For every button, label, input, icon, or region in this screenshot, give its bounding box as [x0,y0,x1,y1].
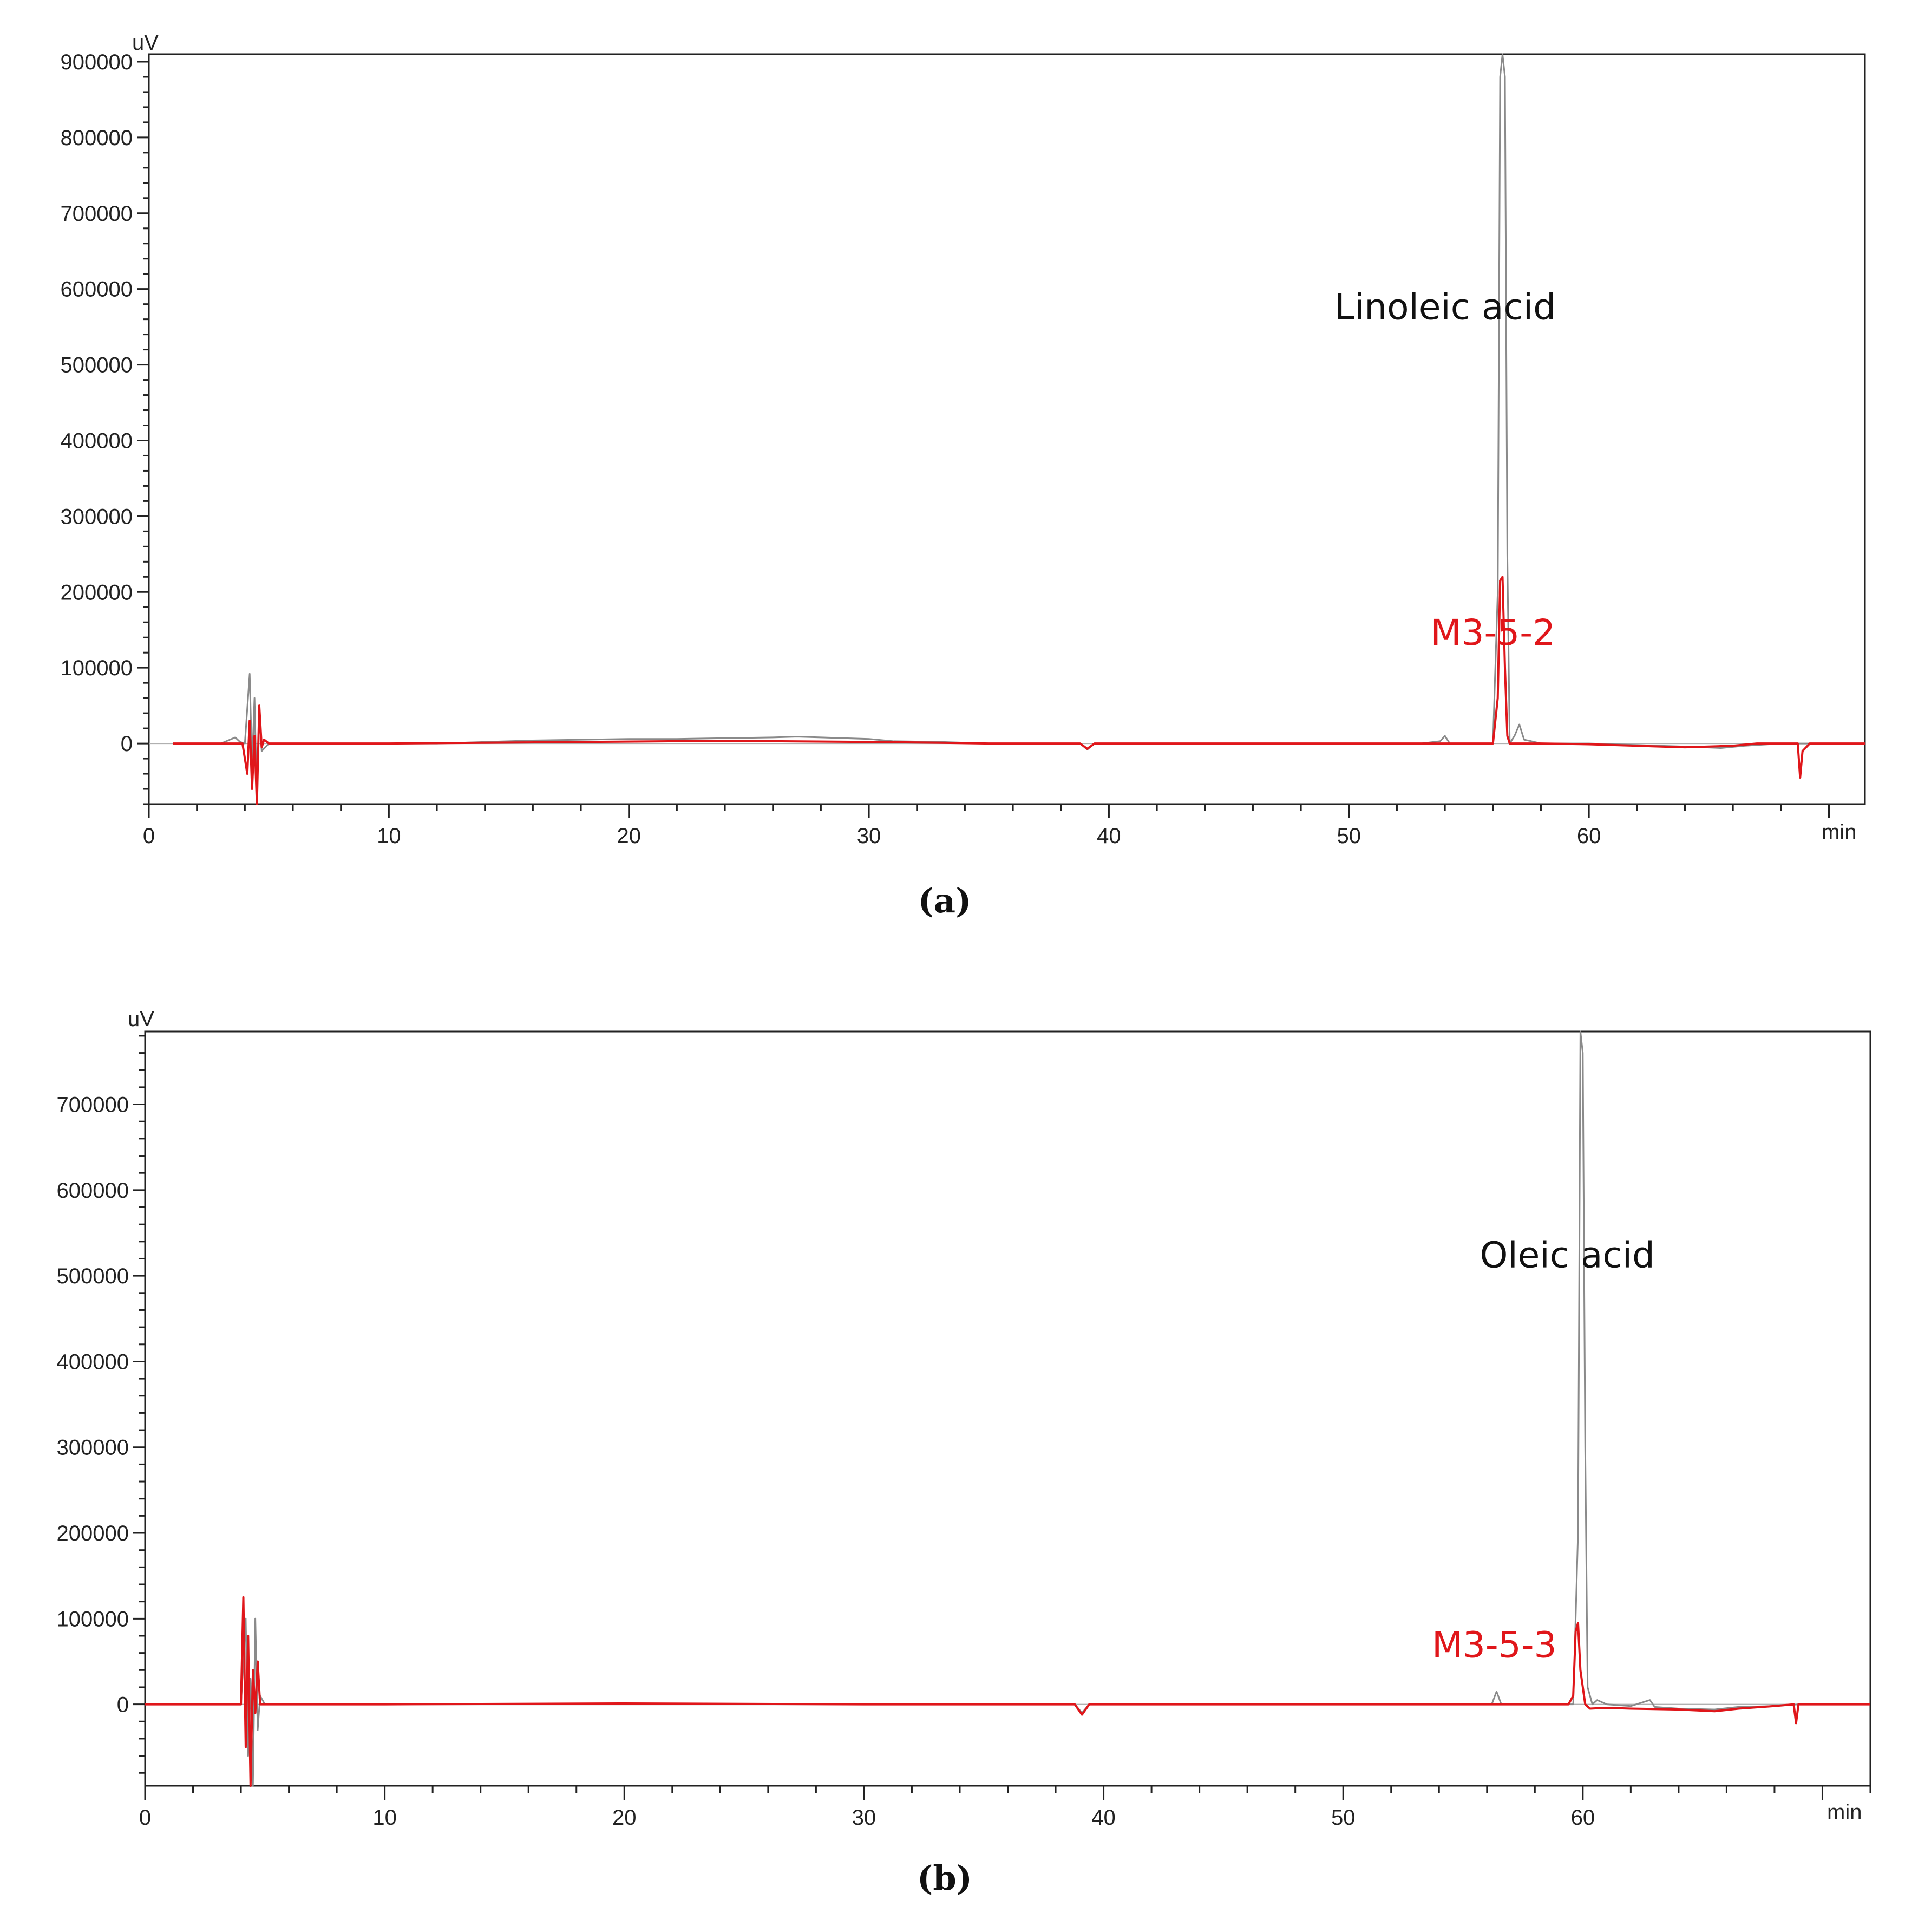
series-layer-b [145,1030,1870,1787]
y-axis-a: 0 100000 200000 300000 400000 500000 600000 700… [61,50,149,805]
x-tick-label: 40 [1097,824,1121,848]
x-tick-label: 20 [612,1806,637,1830]
y-tick-label: 500000 [57,1264,129,1288]
y-tick-label: 100000 [61,656,133,680]
y-tick-label: 900000 [61,50,133,74]
x-tick-label: 30 [857,824,881,848]
x-tick-label: 50 [1337,824,1361,848]
y-unit-label-b: uV [128,1007,154,1031]
sample-trace [145,1596,1870,1787]
x-axis-a: 0 10 20 30 40 50 60 [143,804,1830,848]
x-tick-label: 30 [852,1806,876,1830]
y-tick-label: 100000 [57,1607,129,1631]
y-unit-label-a: uV [132,31,159,55]
y-tick-label: 800000 [61,126,133,150]
sample-trace [173,576,1865,805]
x-tick-label: 60 [1577,824,1601,848]
chromatogram-panel-a: 0 100000 200000 300000 400000 500000 600000 700… [61,31,1866,921]
panel-label-b: (b) [917,1858,972,1898]
annotation-linoleic-acid: Linoleic acid [1334,286,1556,328]
y-tick-label: 500000 [61,354,133,377]
x-tick-label: 0 [139,1806,151,1830]
x-unit-label-b: min [1827,1800,1862,1824]
y-tick-label: 600000 [57,1179,129,1203]
y-tick-label: 400000 [61,429,133,453]
annotation-oleic-acid: Oleic acid [1480,1234,1654,1276]
x-tick-label: 20 [617,824,641,848]
x-tick-label: 10 [377,824,401,848]
y-tick-label: 400000 [57,1350,129,1374]
y-axis-b: 0 100000 200000 300000 400000 500000 600000 700… [57,1035,145,1774]
y-tick-label: 600000 [61,278,133,302]
y-tick-label: 300000 [61,505,133,528]
annotation-m3-5-3: M3-5-3 [1432,1624,1557,1666]
x-tick-label: 50 [1331,1806,1356,1830]
series-layer-a [173,53,1865,805]
standard-trace [145,1030,1870,1787]
x-tick-label: 10 [372,1806,397,1830]
x-tick-label: 40 [1091,1806,1116,1830]
chromatogram-panel-b: 0 100000 200000 300000 400000 500000 600000 700… [57,1007,1871,1898]
panel-label-a: (a) [918,881,972,921]
y-tick-label: 300000 [57,1436,129,1460]
x-tick-label: 60 [1571,1806,1595,1830]
plot-frame-a [148,53,1866,805]
y-tick-label: 200000 [61,580,133,604]
y-tick-label: 0 [121,732,133,756]
annotation-m3-5-2: M3-5-2 [1431,612,1556,654]
y-tick-label: 0 [117,1693,129,1717]
y-tick-label: 200000 [57,1522,129,1545]
x-tick-label: 0 [143,824,155,848]
x-unit-label-a: min [1822,820,1856,844]
x-axis-b: 0 10 20 30 40 50 60 [139,1786,1871,1830]
y-tick-label: 700000 [57,1093,129,1117]
y-tick-label: 700000 [61,202,133,226]
